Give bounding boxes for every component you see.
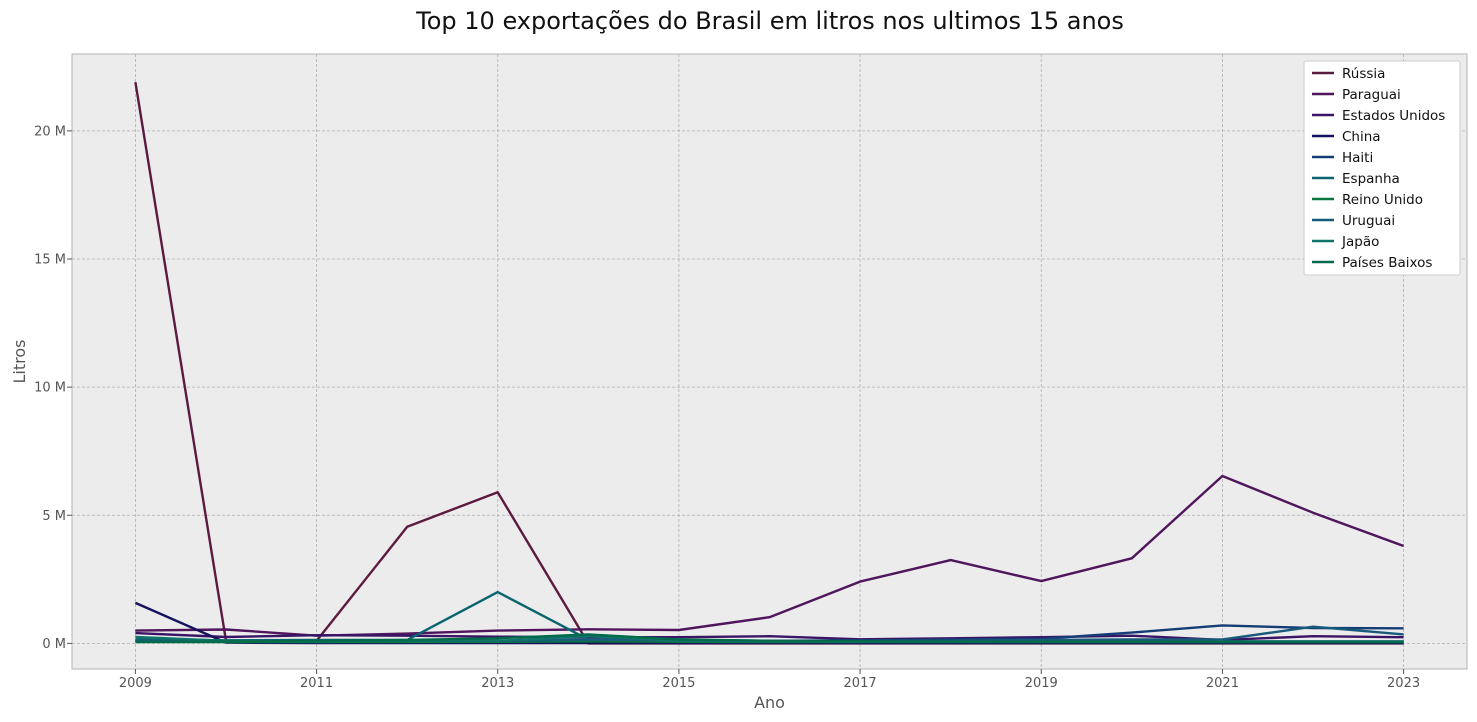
legend-label: Países Baixos: [1342, 255, 1432, 271]
x-tick-label: 2013: [481, 676, 514, 691]
series-lines: [134, 82, 1405, 645]
x-tick-label: 2019: [1025, 676, 1058, 691]
legend-label: Japão: [1341, 234, 1379, 250]
legend-label: Espanha: [1342, 171, 1400, 187]
x-tick-label: 2021: [1206, 676, 1239, 691]
chart-title: Top 10 exportações do Brasil em litros n…: [415, 7, 1124, 35]
x-tick-label: 2009: [119, 676, 152, 691]
x-tick-label: 2015: [662, 676, 695, 691]
legend-label: China: [1342, 129, 1381, 145]
series-line-paises-baixos: [135, 633, 1404, 644]
legend-label: Uruguai: [1342, 213, 1395, 229]
legend-label: Estados Unidos: [1342, 108, 1445, 124]
y-tick-label: 15 M: [34, 253, 66, 268]
legend-label: Rússia: [1342, 66, 1385, 82]
legend-label: Paraguai: [1342, 87, 1401, 103]
y-axis-label: Litros: [10, 340, 29, 384]
x-tick-label: 2011: [300, 676, 333, 691]
x-tick-label: 2023: [1387, 676, 1420, 691]
axis-ticks: 2009 2011 2013 2015 2017 2019 2021 2023 0 M 5 M 10…: [34, 124, 1420, 691]
x-axis-label: Ano: [754, 693, 785, 712]
x-tick-label: 2017: [844, 676, 877, 691]
legend-box: [1303, 60, 1461, 276]
legend-label: Reino Unido: [1342, 192, 1423, 208]
y-tick-label: 5 M: [42, 509, 66, 524]
y-tick-label: 20 M: [34, 124, 66, 139]
plot-area: [71, 53, 1468, 670]
legend: Rússia Paraguai Estados Unidos China Haiti Es…: [1303, 60, 1461, 276]
legend-label: Haiti: [1342, 150, 1373, 166]
y-tick-label: 0 M: [42, 637, 66, 652]
y-tick-label: 10 M: [34, 381, 66, 396]
